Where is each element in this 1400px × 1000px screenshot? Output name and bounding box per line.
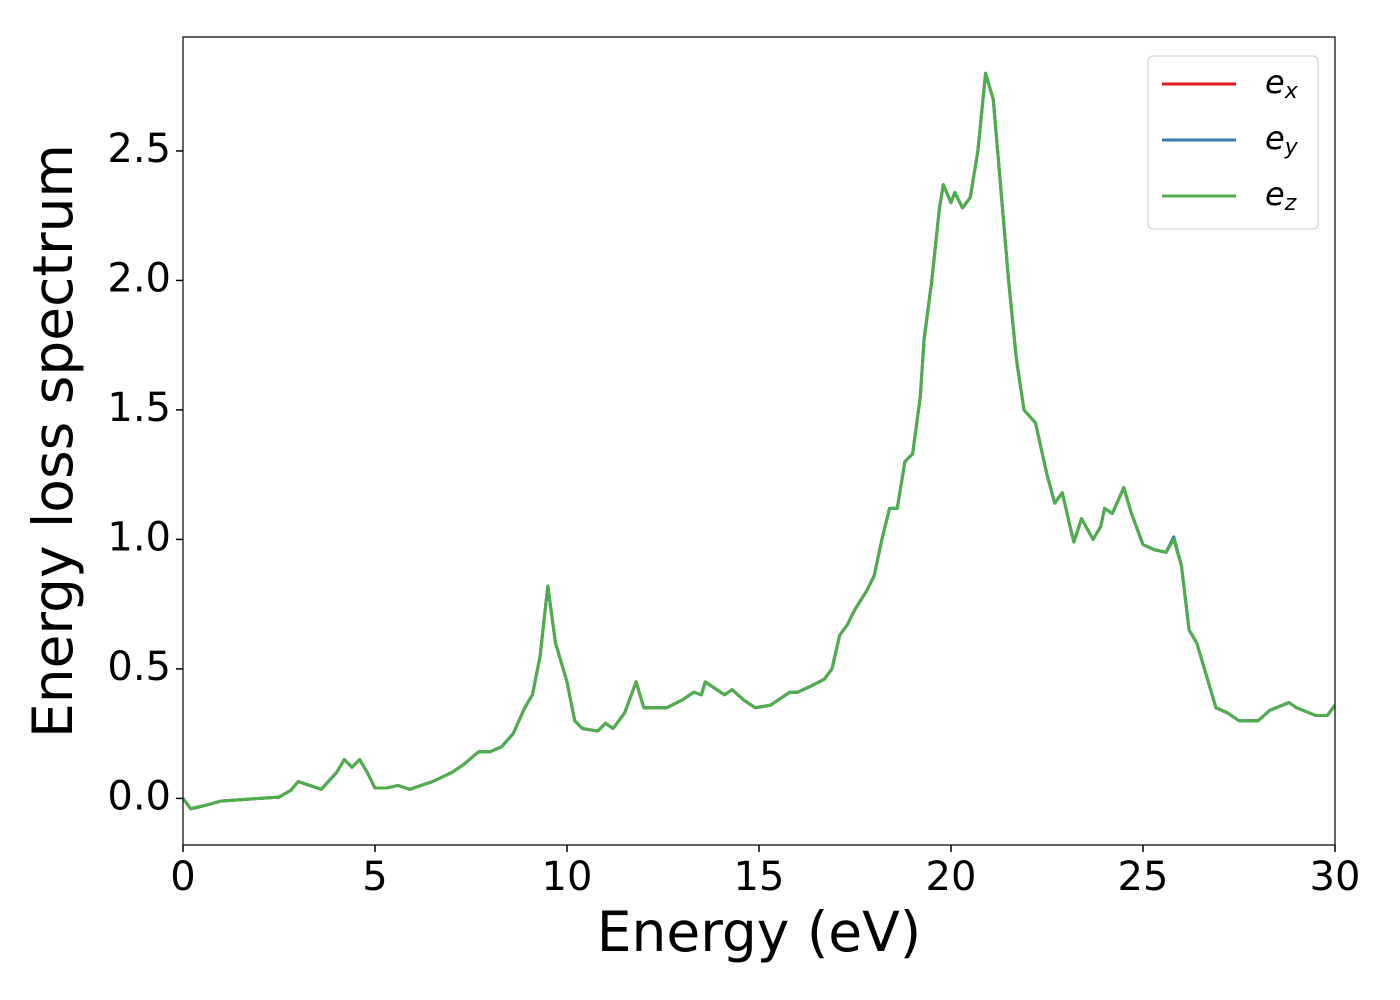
- x-tick-label: 15: [734, 854, 785, 900]
- x-tick-label: 0: [170, 854, 195, 900]
- y-tick-label: 1.5: [107, 385, 171, 431]
- y-tick-label: 2.0: [107, 255, 171, 301]
- legend-label: ey: [1265, 119, 1299, 160]
- legend-label: ex: [1265, 63, 1299, 104]
- series-line: [183, 71, 1335, 811]
- y-tick-label: 0.5: [107, 644, 171, 690]
- legend-box: [1147, 55, 1319, 230]
- x-tick-label: 30: [1310, 854, 1361, 900]
- y-tick-label: 1.0: [107, 514, 171, 560]
- x-tick-label: 25: [1118, 854, 1169, 900]
- x-axis-label: Energy (eV): [597, 900, 921, 964]
- x-tick-label: 10: [542, 854, 593, 900]
- y-tick-label: 2.5: [107, 126, 171, 172]
- plot-frame: [182, 36, 1336, 846]
- y-tick-label: 0.0: [107, 773, 171, 819]
- y-axis-label: Energy loss spectrum: [21, 144, 85, 738]
- x-tick-label: 5: [362, 854, 387, 900]
- x-tick-label: 20: [926, 854, 977, 900]
- legend-label: ez: [1265, 175, 1297, 216]
